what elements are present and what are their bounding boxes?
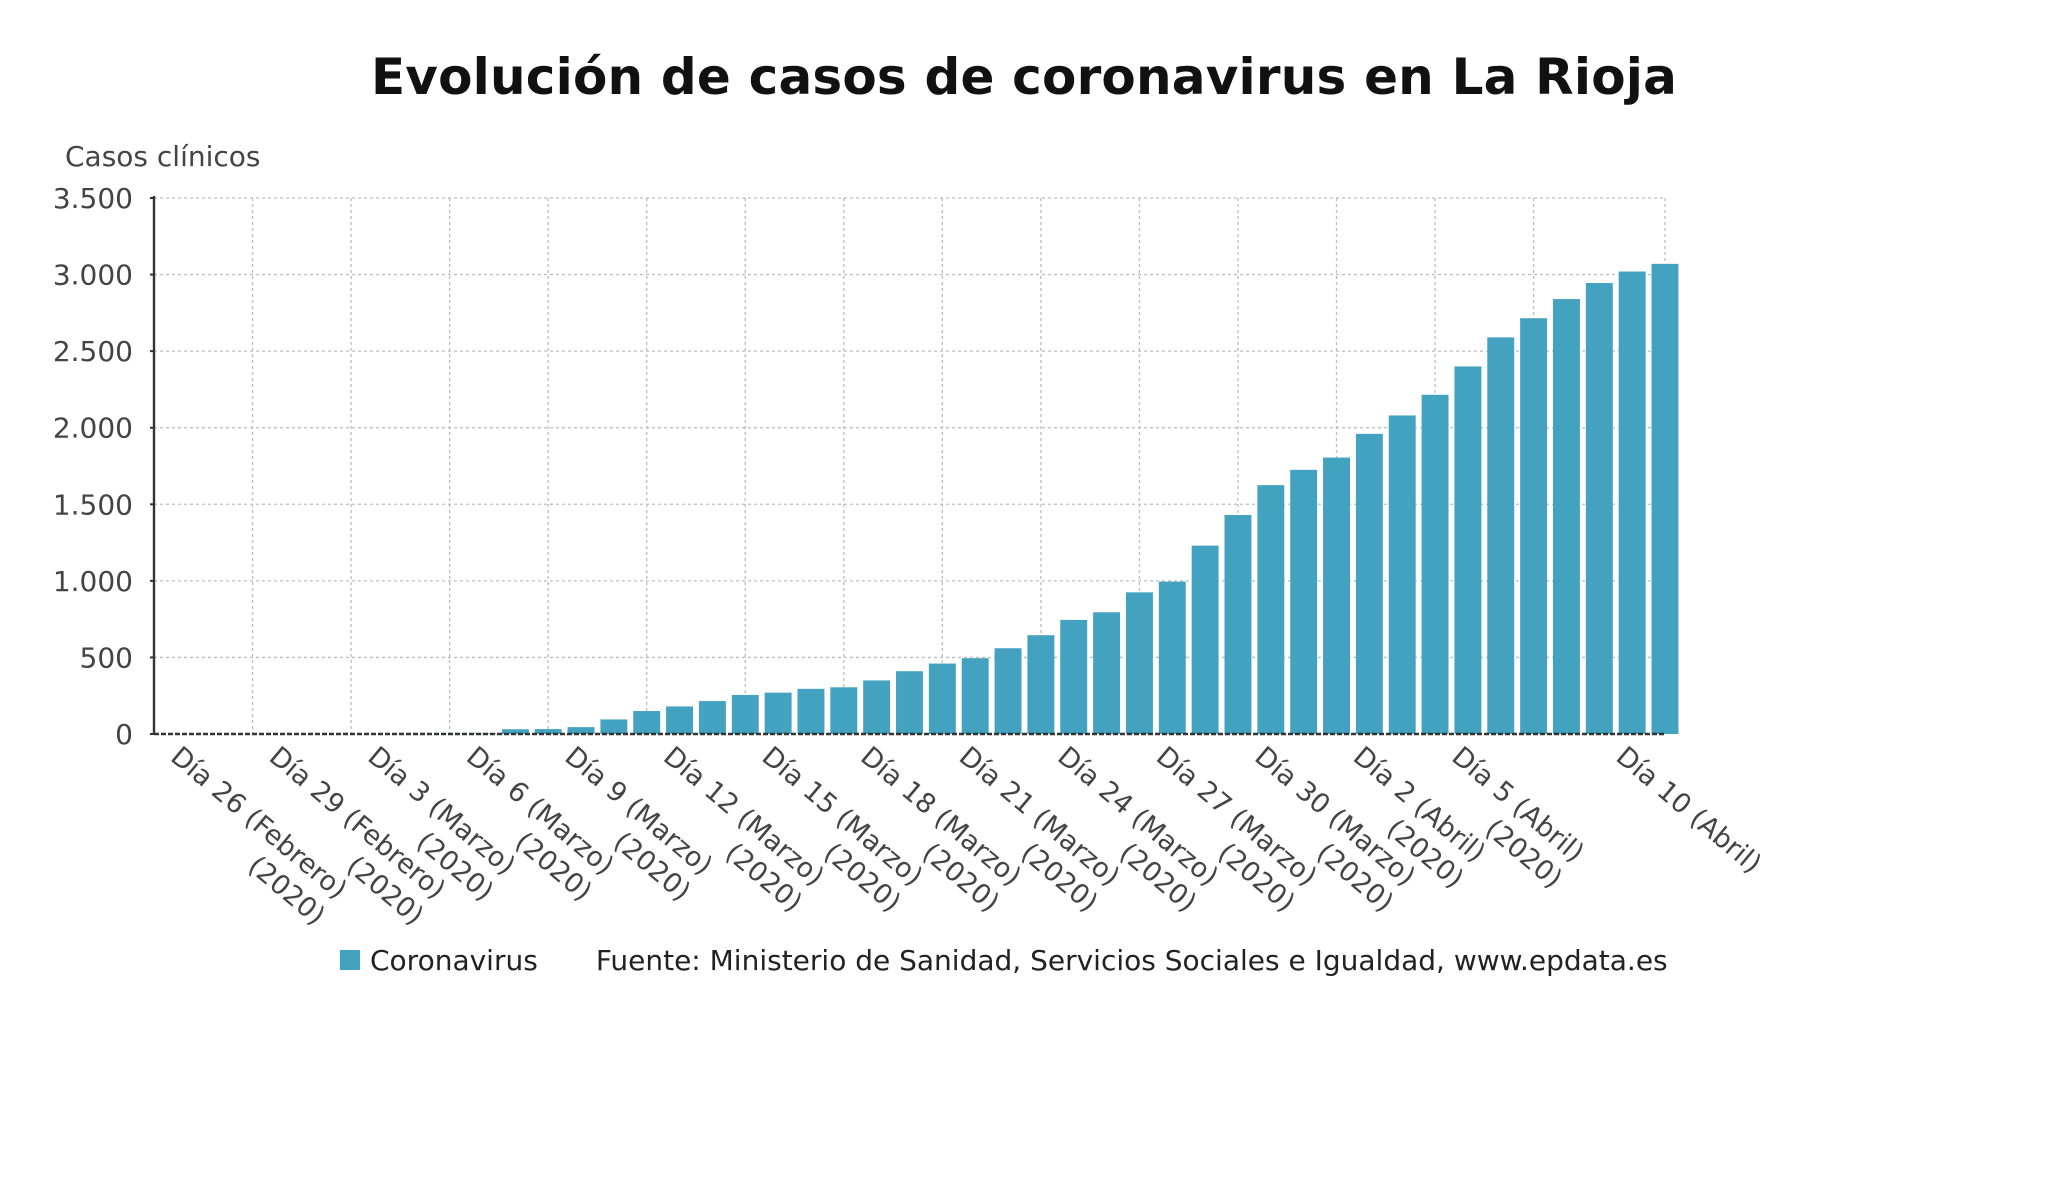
bar bbox=[1290, 469, 1318, 734]
bar bbox=[764, 692, 792, 734]
bar bbox=[1257, 485, 1285, 734]
bar bbox=[1224, 515, 1252, 734]
bar bbox=[1651, 263, 1679, 734]
x-tick-label-line1: Día 10 (Abril) bbox=[1610, 741, 1767, 880]
bar bbox=[1388, 415, 1416, 734]
bar bbox=[1421, 394, 1449, 734]
bar bbox=[928, 663, 956, 734]
y-tick-label: 2.000 bbox=[53, 412, 133, 445]
bar bbox=[600, 719, 628, 734]
bar bbox=[1093, 612, 1121, 734]
bar bbox=[633, 711, 661, 734]
bar bbox=[1355, 433, 1383, 734]
y-tick-label: 3.000 bbox=[53, 259, 133, 292]
y-tick-label: 1.000 bbox=[53, 565, 133, 598]
bar bbox=[1027, 635, 1055, 734]
y-tick-label: 2.500 bbox=[53, 335, 133, 368]
chart-title: Evolución de casos de coronavirus en La … bbox=[370, 48, 1678, 106]
bar bbox=[1323, 457, 1350, 734]
bar bbox=[830, 687, 858, 734]
bar bbox=[501, 729, 529, 734]
x-tick-label: Día 10 (Abril) bbox=[1610, 741, 1767, 880]
y-tick-label: 500 bbox=[80, 641, 133, 674]
bar bbox=[961, 658, 989, 734]
x-tick-labels: Día 26 (Febrero)(2020)Día 29 (Febrero)(2… bbox=[165, 741, 1767, 932]
bar bbox=[1191, 545, 1219, 734]
y-tick-labels: 0 500 1.000 1.500 2.000 2.500 3.000 3.500 bbox=[53, 182, 133, 751]
bar bbox=[1158, 581, 1186, 734]
legend-series-label: Coronavirus bbox=[370, 943, 538, 977]
bar bbox=[1454, 366, 1482, 734]
legend-swatch bbox=[340, 950, 360, 970]
bar bbox=[698, 701, 726, 734]
y-tick-label: 1.500 bbox=[53, 488, 133, 521]
bar bbox=[1618, 271, 1646, 734]
bar bbox=[797, 688, 825, 734]
y-tick-label: 3.500 bbox=[53, 182, 133, 215]
bar bbox=[1520, 318, 1548, 734]
legend: Coronavirus Fuente: Ministerio de Sanida… bbox=[340, 940, 1668, 980]
bar bbox=[896, 671, 923, 734]
x-tick-label: Día 26 (Febrero)(2020) bbox=[165, 741, 353, 932]
bar bbox=[534, 729, 562, 734]
bar bbox=[469, 733, 496, 734]
y-tick-label: 0 bbox=[115, 718, 133, 751]
bar bbox=[863, 680, 891, 734]
bar bbox=[666, 706, 694, 734]
bar bbox=[1552, 299, 1580, 734]
bars bbox=[370, 263, 1679, 734]
bar bbox=[1060, 619, 1088, 734]
source-text: Fuente: Ministerio de Sanidad, Servicios… bbox=[595, 943, 1668, 977]
bar bbox=[567, 727, 595, 734]
bar bbox=[1585, 282, 1613, 734]
bar bbox=[1487, 337, 1515, 734]
axes bbox=[150, 196, 1665, 736]
y-axis-label: Casos clínicos bbox=[65, 140, 261, 173]
bar bbox=[731, 694, 759, 734]
bar bbox=[994, 648, 1022, 734]
bar bbox=[1125, 592, 1153, 734]
